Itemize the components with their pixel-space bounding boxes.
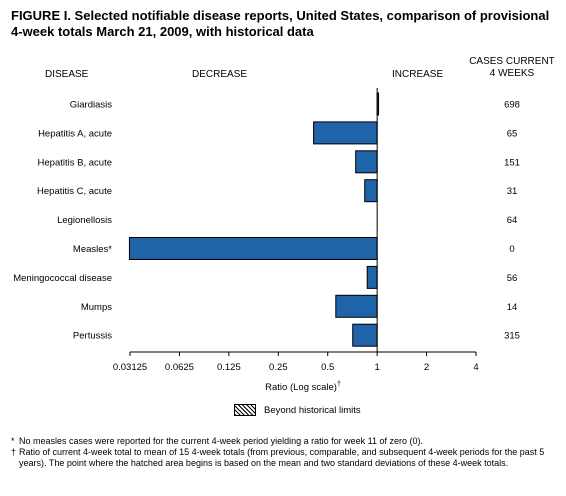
ratio-bar-chart: DISEASE DECREASE INCREASE CASES CURRENT …: [13, 56, 555, 393]
legend-label: Beyond historical limits: [264, 404, 361, 416]
ratio-bar: [128, 237, 378, 260]
x-tick-label: 2: [424, 362, 429, 373]
decrease-header: DECREASE: [192, 69, 247, 80]
cases-count: 31: [507, 186, 518, 197]
cases-count: 315: [504, 331, 520, 342]
category-label: Mumps: [81, 302, 112, 313]
cases-count: 151: [504, 157, 520, 168]
category-label: Hepatitis C, acute: [37, 186, 112, 197]
footnote-measles: * No measles cases were reported for the…: [11, 436, 563, 447]
x-tick-label: 0.03125: [113, 362, 147, 373]
footnote-mark: †: [11, 447, 17, 457]
ratio-bar: [355, 150, 378, 174]
ratio-bar: [313, 121, 378, 145]
category-label: Hepatitis A, acute: [38, 128, 112, 139]
category-label: Giardiasis: [70, 100, 112, 111]
figure-title: FIGURE I. Selected notifiable disease re…: [11, 8, 550, 39]
category-label: Legionellosis: [57, 215, 112, 226]
ratio-bar: [364, 179, 378, 203]
cases-header-line2: 4 WEEKS: [490, 68, 535, 79]
cases-count: 64: [507, 215, 518, 226]
cases-count: 65: [507, 128, 518, 139]
disease-column-header: DISEASE: [45, 69, 89, 80]
ratio-bar: [366, 265, 378, 289]
footnote-text: Ratio of current 4-week total to mean of…: [19, 447, 545, 468]
category-label: Meningococcal disease: [13, 273, 112, 284]
ratio-bar: [335, 294, 378, 318]
x-tick-label: 0.0625: [165, 362, 194, 373]
category-label: Hepatitis B, acute: [38, 157, 112, 168]
category-label: Measles*: [73, 244, 112, 255]
x-ticks-layer: 0.03125 0.0625 0.125 0.25 0.5 1 2 4: [113, 352, 479, 373]
x-tick-label: 4: [473, 362, 478, 373]
x-tick-label: 0.125: [217, 362, 241, 373]
x-tick-label: 1: [374, 362, 379, 373]
x-tick-label: 0.5: [321, 362, 334, 373]
x-axis-label-mark: †: [337, 381, 341, 388]
footnotes: * No measles cases were reported for the…: [11, 436, 563, 469]
footnote-text: No measles cases were reported for the c…: [19, 436, 424, 446]
legend-hatched-swatch: [234, 404, 256, 416]
cases-header-line1: CASES CURRENT: [469, 56, 555, 67]
bars-layer: Giardiasis 698 Hepatitis A, acute 65 Hepatit…: [13, 92, 520, 347]
x-tick-label: 0.25: [269, 362, 288, 373]
ratio-bar: [352, 323, 378, 347]
cases-count: 0: [509, 244, 514, 255]
legend: Beyond historical limits: [234, 404, 361, 416]
x-axis-label-text: Ratio (Log scale): [265, 382, 337, 393]
increase-header: INCREASE: [392, 69, 443, 80]
cases-count: 56: [507, 273, 518, 284]
cases-count: 14: [507, 302, 518, 313]
cases-count: 698: [504, 100, 520, 111]
footnote-mark: *: [11, 436, 15, 446]
category-label: Pertussis: [73, 331, 112, 342]
footnote-ratio: † Ratio of current 4-week total to mean …: [11, 447, 563, 469]
x-axis-label: Ratio (Log scale)†: [265, 381, 341, 393]
